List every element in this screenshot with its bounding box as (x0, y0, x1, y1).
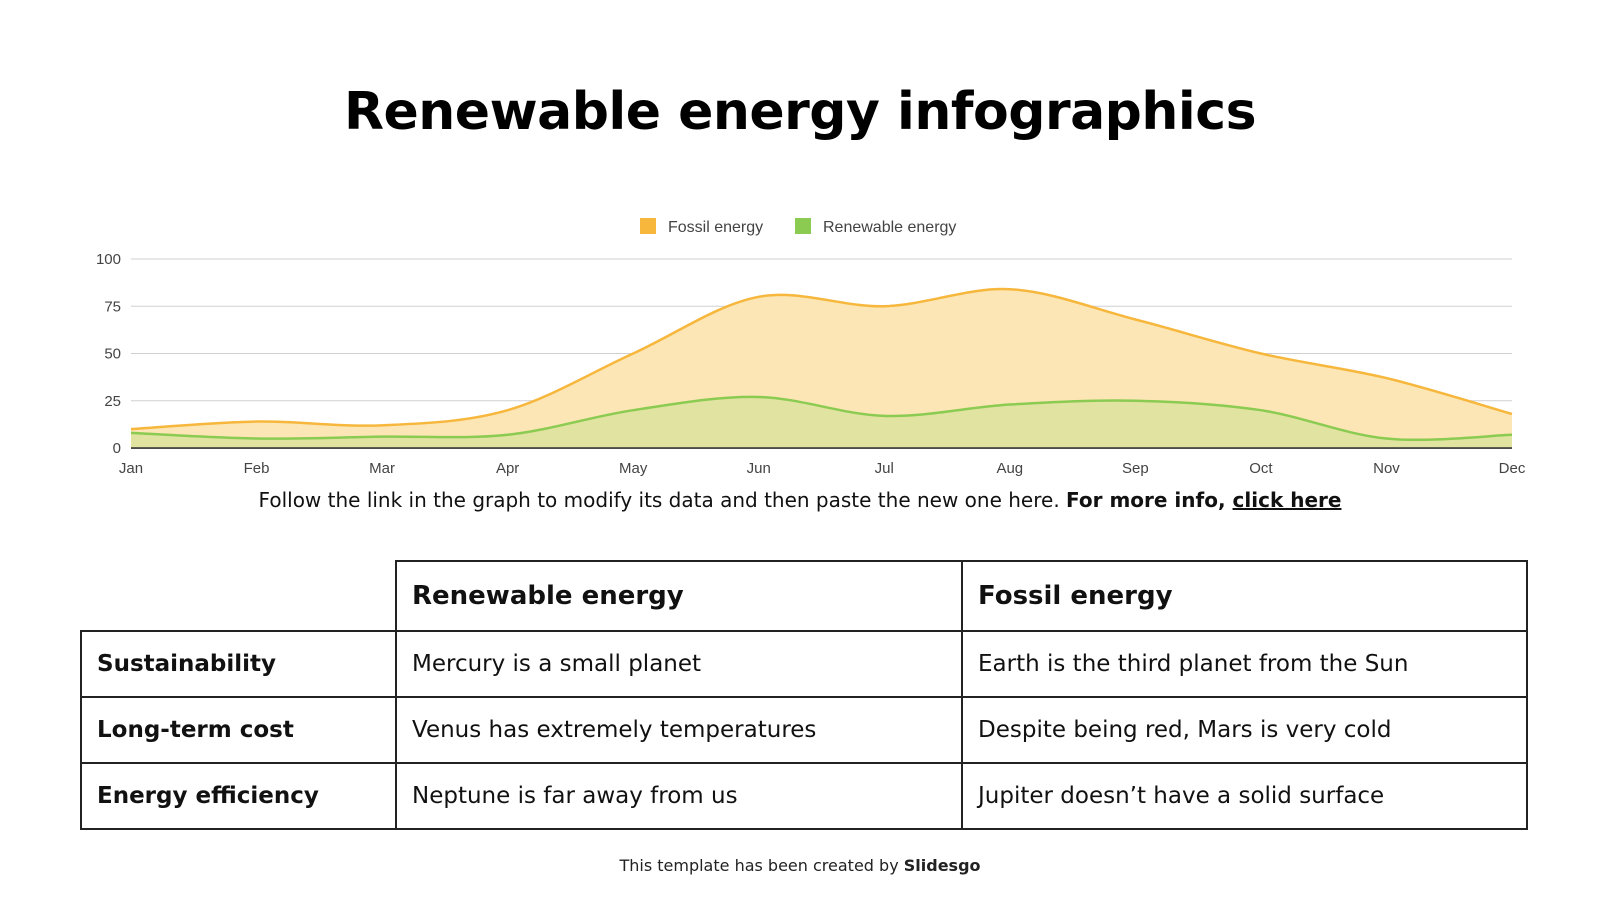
x-tick-label: Apr (496, 460, 519, 477)
click-here-link[interactable]: click here (1232, 488, 1342, 512)
caption-bold-text: For more info, (1066, 488, 1233, 512)
row-label: Energy efficiency (80, 762, 397, 830)
row-label: Sustainability (80, 630, 397, 698)
table-row: Long-term cost Venus has extremely tempe… (80, 696, 1528, 764)
footer-credit: This template has been created by Slides… (0, 856, 1600, 875)
x-tick-label: Jan (119, 460, 143, 477)
table-row: Sustainability Mercury is a small planet… (80, 630, 1528, 698)
x-tick-label: Jul (875, 460, 894, 477)
table-row: Energy efficiency Neptune is far away fr… (80, 762, 1528, 830)
fossil-energy-line (130, 287, 1513, 431)
y-tick-label: 75 (104, 298, 121, 315)
footer-text: This template has been created by (619, 856, 904, 875)
renewable-cell: Mercury is a small planet (395, 630, 963, 698)
comparison-table: Renewable energy Fossil energy Sustainab… (80, 560, 1528, 830)
x-tick-label: Feb (244, 460, 270, 477)
y-tick-label: 0 (113, 440, 121, 457)
fossil-cell: Jupiter doesn’t have a solid surface (961, 762, 1528, 830)
header-renewable: Renewable energy (395, 560, 963, 632)
legend-swatch-fossil-energy (640, 218, 656, 234)
x-tick-label: May (619, 460, 648, 477)
header-blank-cell (81, 561, 397, 632)
header-fossil: Fossil energy (961, 560, 1528, 632)
area-chart: 0 25 50 75 100 Jan Feb Mar Apr May Jun Jul Aug Sep Oct… (96, 218, 1526, 477)
x-tick-label: Aug (996, 460, 1023, 477)
renewable-energy-line (130, 395, 1513, 442)
page-title: Renewable energy infographics (343, 82, 1257, 142)
y-tick-label: 100 (96, 251, 121, 268)
renewable-cell: Neptune is far away from us (395, 762, 963, 830)
fossil-cell: Despite being red, Mars is very cold (961, 696, 1528, 764)
y-tick-label: 25 (104, 393, 121, 410)
renewable-cell: Venus has extremely temperatures (395, 696, 963, 764)
caption-text: Follow the link in the graph to modify i… (258, 488, 1067, 512)
legend-label-fossil-energy: Fossil energy (668, 219, 763, 236)
row-label: Long-term cost (80, 696, 397, 764)
y-tick-label: 50 (104, 346, 121, 363)
x-tick-label: Oct (1249, 460, 1273, 477)
x-tick-label: Nov (1373, 460, 1400, 477)
x-tick-label: Sep (1122, 460, 1149, 477)
table-header-row: Renewable energy Fossil energy (81, 560, 1528, 632)
x-tick-label: Mar (369, 460, 395, 477)
chart-caption: Follow the link in the graph to modify i… (0, 488, 1600, 512)
renewable-energy-area (131, 396, 1512, 448)
legend-label-renewable-energy: Renewable energy (823, 219, 956, 236)
footer-brand[interactable]: Slidesgo (903, 856, 981, 875)
x-tick-label: Jun (747, 460, 771, 477)
legend-swatch-renewable-energy (795, 218, 811, 234)
x-tick-label: Dec (1499, 460, 1526, 477)
fossil-cell: Earth is the third planet from the Sun (961, 630, 1528, 698)
